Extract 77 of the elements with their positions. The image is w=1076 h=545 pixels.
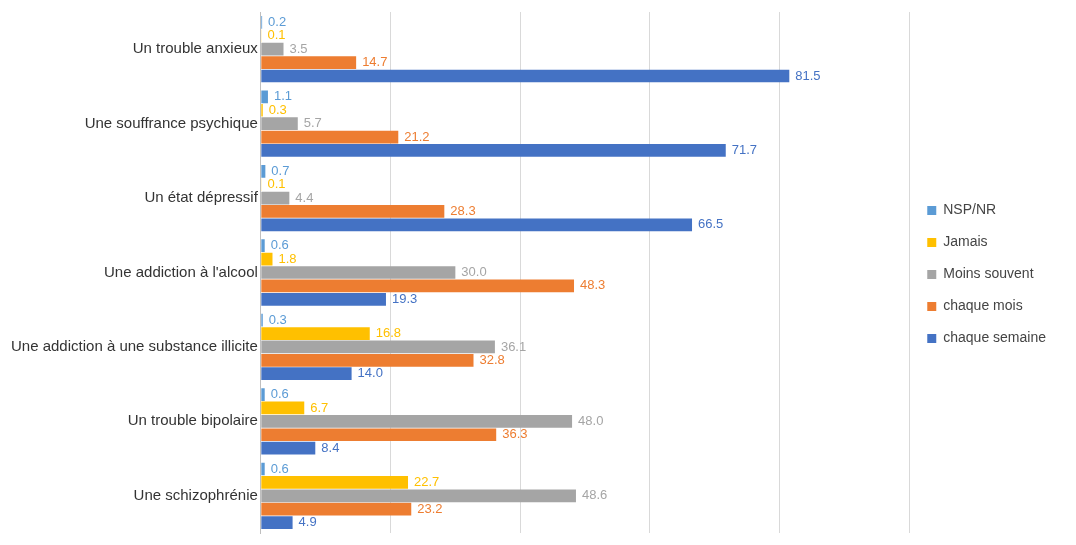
bar [261,90,268,104]
data-label: 0.2 [268,14,287,29]
bar [261,441,316,455]
bar [261,502,412,516]
data-label: 1.8 [278,250,297,266]
data-label: 6.7 [310,399,329,415]
data-label: 4.4 [295,189,314,205]
data-label: 21.2 [404,128,430,144]
bar [261,388,265,401]
bar [261,191,290,205]
data-label: 66.5 [698,216,724,232]
data-label: 0.6 [270,237,289,253]
data-label: 19.3 [391,290,418,306]
data-label: 4.9 [298,514,317,530]
data-label: 0.7 [271,162,290,178]
bar [261,414,573,428]
legend-label: chaque semaine [943,329,1047,346]
bar [261,205,445,218]
bar [261,130,399,144]
bar [261,164,266,178]
data-label: 36.1 [500,338,527,354]
data-label: 0.3 [268,311,287,327]
data-label: 0.3 [268,101,287,117]
bar [261,117,298,131]
y-tick-label: Un état dépressif [144,188,259,206]
data-label: 28.3 [450,203,476,219]
bar [261,42,284,56]
data-label: 36.3 [502,426,528,442]
data-label: 0.1 [267,176,286,192]
legend-label: chaque mois [943,297,1023,314]
y-tick-label: Une souffrance psychique [84,113,258,131]
bar [261,401,305,415]
y-tick-label: Une addiction à une substance illicite [10,337,258,355]
bar [261,340,495,354]
data-label: 14.7 [362,54,388,70]
bar [261,218,693,232]
data-label: 71.7 [731,142,758,158]
bar [261,367,352,381]
data-label: 30.0 [461,264,487,280]
data-label: 48.3 [580,277,606,293]
data-label: 23.2 [417,500,443,516]
bar [261,516,293,529]
data-label: 32.8 [479,351,505,367]
bar [261,489,576,503]
data-label: 0.6 [270,460,289,476]
bar [261,462,265,476]
data-label: 0.1 [267,27,286,43]
bar [261,353,474,367]
legend-label: Moins souvent [943,265,1034,282]
bar [261,428,497,442]
data-label: 1.1 [273,88,293,104]
data-label: 22.7 [414,473,440,489]
data-label: 16.8 [375,325,402,341]
bar [261,144,726,157]
bar [261,56,357,69]
y-tick-label: Un trouble anxieux [132,39,259,57]
data-label: 5.7 [303,115,322,131]
bar [261,239,265,253]
bar [261,279,575,293]
bar [261,69,790,83]
data-label: 48.0 [578,412,604,428]
bar [261,327,370,340]
y-tick-label: Un trouble bipolaire [127,411,258,429]
bar [261,476,409,489]
bar [261,266,456,279]
data-label: 8.4 [321,439,340,455]
data-label: 3.5 [289,40,308,56]
legend-label: NSP/NR [943,201,997,218]
legend-label: Jamais [943,233,988,250]
data-label: 0.6 [270,386,289,402]
data-label: 14.0 [357,365,383,381]
y-tick-label: Une schizophrénie [133,485,258,503]
y-tick-label: Une addiction à l'alcool [104,262,258,280]
bar [261,252,273,266]
data-label: 81.5 [795,67,821,83]
bar [261,292,386,306]
data-label: 48.6 [581,487,608,503]
